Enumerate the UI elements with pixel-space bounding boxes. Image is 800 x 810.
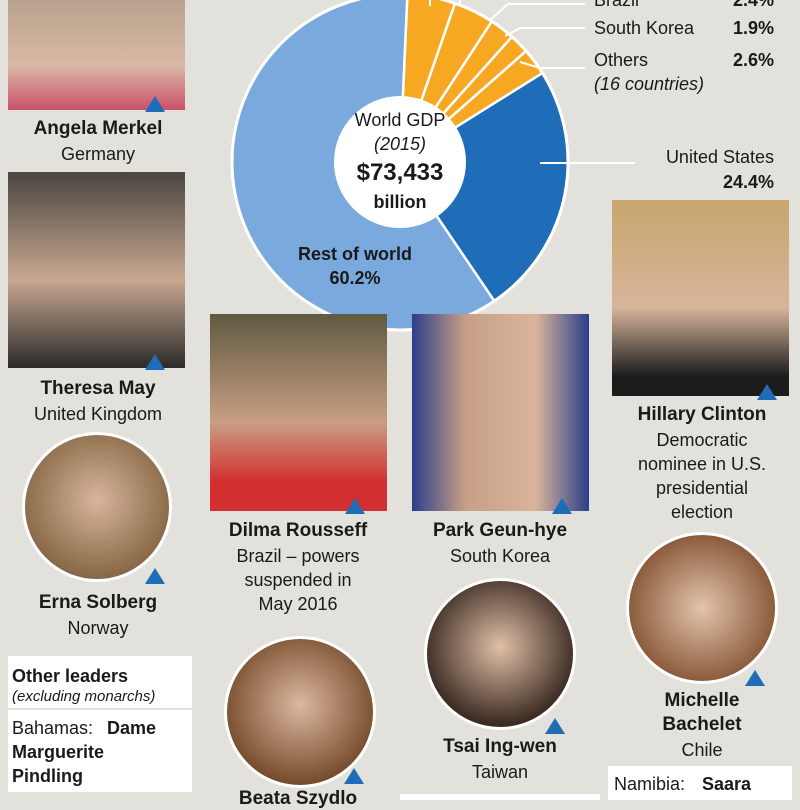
legend-label-others: Others [594,50,649,70]
leader-name-solberg: Erna Solberg [38,592,158,613]
triangle-marker-icon [344,768,364,784]
triangle-marker-icon [145,96,165,112]
leader-role-clinton-4: election [670,502,734,522]
leader-name-bachelet-2: Bachelet [662,714,742,735]
triangle-marker-icon [745,670,765,686]
leader-name-szydlo: Beata Szydlo [238,788,358,809]
triangle-marker-icon [545,718,565,734]
leader-name-park: Park Geun-hye [432,520,568,541]
photo-dilma-rousseff [210,314,387,511]
leader-role-may: United Kingdom [33,404,163,424]
legend-pct-others: 2.6% [732,50,774,70]
leader-role-rousseff-3: May 2016 [258,594,338,614]
leader-role-merkel: Germany [60,144,136,164]
triangle-marker-icon [552,498,572,514]
leader-role-clinton-2: nominee in U.S. [637,454,767,474]
leader-name-may: Theresa May [40,378,156,399]
rest-of-world-label: Rest of world [297,244,412,264]
leader-role-solberg: Norway [67,618,129,638]
legend-pct-south-korea: 1.9% [732,18,774,38]
other-leader-bahamas-name1: Dame [107,718,157,738]
other-leaders-heading: Other leaders [12,666,129,686]
other-leader-bahamas-name3: Pindling [12,766,83,786]
legend-label-united-states: United States [665,147,774,167]
leader-name-rousseff: Dilma Rousseff [228,520,368,541]
leader-name-merkel: Angela Merkel [33,118,163,139]
photo-michelle-bachelet [626,532,778,684]
triangle-marker-icon [757,384,777,400]
photo-angela-merkel [8,0,185,110]
namibia-name: Saara [702,774,752,794]
rest-of-world-pct: 60.2% [329,268,381,288]
gdp-center-year: (2015) [373,134,427,154]
other-leaders-box [8,656,192,792]
leader-role-park: South Korea [449,546,551,566]
photo-park-geun-hye [412,314,589,511]
bottom-strip [400,794,600,800]
leader-role-tsai: Taiwan [471,762,529,782]
legend-pct-brazil: 2.4% [732,0,774,10]
legend-pct-united-states: 24.4% [722,172,774,192]
leader-name-bachelet-1: Michelle [664,690,740,711]
leader-role-rousseff-2: suspended in [244,570,352,590]
triangle-marker-icon [345,498,365,514]
gdp-center-unit: billion [373,192,427,212]
donut-center [334,96,466,228]
namibia-country: Namibia: [614,774,686,794]
leader-name-clinton: Hillary Clinton [637,404,767,425]
photo-beata-szydlo [224,636,376,788]
photo-hillary-clinton [612,200,789,396]
gdp-center-value: $73,433 [356,159,444,186]
legend-label-south-korea: South Korea [594,18,695,38]
leader-role-rousseff-1: Brazil – powers [236,546,360,566]
leader-name-tsai: Tsai Ing-wen [443,736,557,757]
legend-label-brazil: Brazil [594,0,640,10]
divider [8,708,192,710]
legend-leader-lines [429,0,635,164]
triangle-marker-icon [145,354,165,370]
other-leaders-note: (excluding monarchs) [12,688,156,705]
photo-erna-solberg [22,432,172,582]
leader-role-bachelet: Chile [681,740,723,760]
leader-role-clinton-1: Democratic [656,430,748,450]
gdp-center-title: World GDP [354,110,446,130]
photo-tsai-ing-wen [424,578,576,730]
other-leader-bahamas-country: Bahamas: [12,718,94,738]
photo-theresa-may [8,172,185,368]
leader-role-clinton-3: presidential [655,478,749,498]
triangle-marker-icon [145,568,165,584]
other-leader-bahamas-name2: Marguerite [12,742,105,762]
legend-note-others: (16 countries) [594,74,705,94]
namibia-box [608,766,792,800]
